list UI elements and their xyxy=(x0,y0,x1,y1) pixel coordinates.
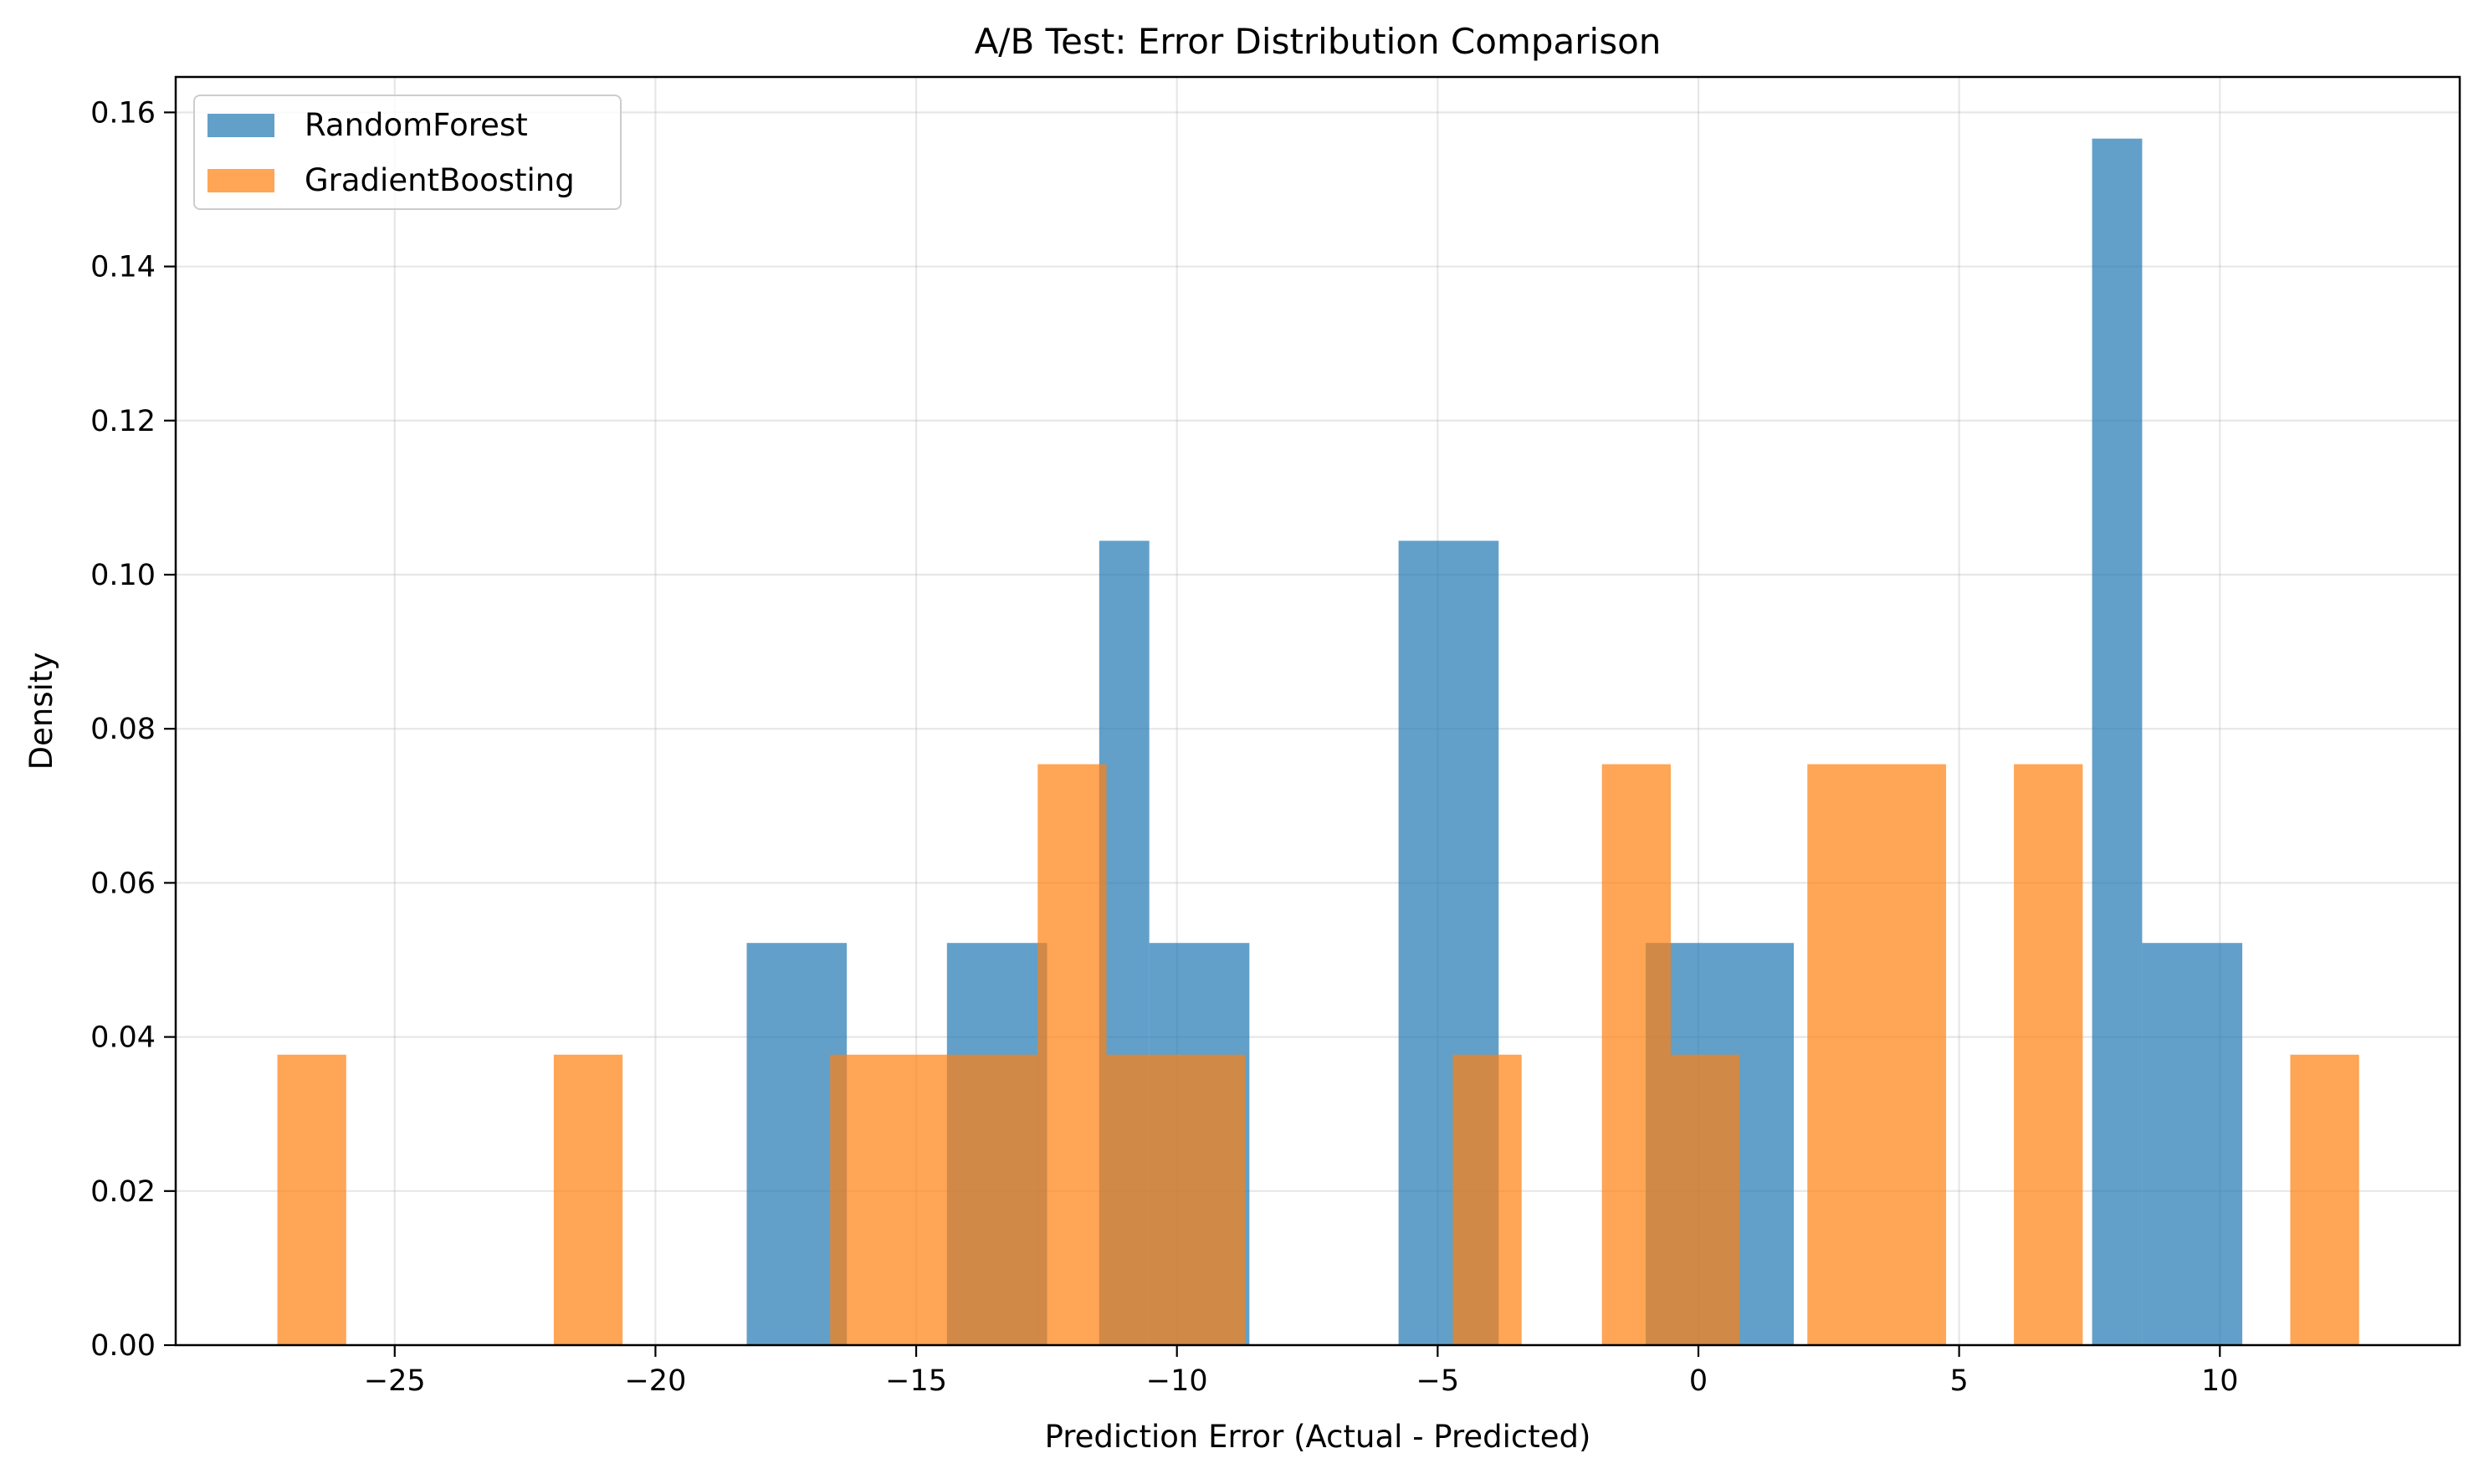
chart-title: A/B Test: Error Distribution Comparison xyxy=(975,21,1662,62)
histogram-bar xyxy=(1037,764,1107,1345)
legend-label: RandomForest xyxy=(305,107,528,143)
y-tick-label: 0.16 xyxy=(90,96,156,130)
x-tick-label: −15 xyxy=(885,1364,947,1398)
histogram-bar xyxy=(1601,764,1671,1345)
histogram-bar xyxy=(2092,138,2143,1346)
y-tick-label: 0.08 xyxy=(90,713,156,746)
y-tick-label: 0.00 xyxy=(90,1329,156,1363)
series-gradientboosting xyxy=(277,764,2359,1345)
legend-label: GradientBoosting xyxy=(305,162,575,198)
x-tick-label: 0 xyxy=(1689,1364,1708,1398)
histogram-bar xyxy=(830,1054,1038,1345)
histogram-bar xyxy=(1452,1054,1522,1345)
y-tick-label: 0.06 xyxy=(90,867,156,900)
legend: RandomForest GradientBoosting xyxy=(193,95,622,210)
y-tick-label: 0.12 xyxy=(90,405,156,438)
legend-box xyxy=(193,95,622,210)
y-tick-label: 0.14 xyxy=(90,251,156,284)
histogram-bar xyxy=(2290,1054,2359,1345)
histogram-bar xyxy=(1807,764,1947,1345)
x-tick-label: 10 xyxy=(2201,1364,2239,1398)
x-tick-label: −5 xyxy=(1416,1364,1460,1398)
y-tick-label: 0.04 xyxy=(90,1021,156,1055)
x-tick-label: −10 xyxy=(1146,1364,1208,1398)
histogram-bar xyxy=(1106,1054,1246,1345)
histogram-bar xyxy=(553,1054,623,1345)
histogram-bar xyxy=(2014,764,2083,1345)
histogram-bar xyxy=(277,1054,346,1345)
y-tick-label: 0.02 xyxy=(90,1175,156,1209)
y-axis-ticks: 0.00 0.02 0.04 0.06 0.08 0.10 0.12 0.14 0.16 xyxy=(90,96,176,1363)
x-tick-label: 5 xyxy=(1950,1364,1969,1398)
histogram-bar xyxy=(2142,943,2243,1345)
y-tick-label: 0.10 xyxy=(90,559,156,592)
axes-frame xyxy=(174,75,2461,1347)
x-axis-ticks: −25 −20 −15 −10 −5 0 5 10 xyxy=(364,1345,2239,1398)
legend-swatch xyxy=(207,114,274,137)
bars-group xyxy=(277,138,2359,1346)
x-tick-label: −25 xyxy=(364,1364,426,1398)
y-axis-label: Density xyxy=(23,652,59,770)
histogram-bar xyxy=(1670,1054,1740,1345)
legend-swatch xyxy=(207,169,274,192)
x-axis-label: Prediction Error (Actual - Predicted) xyxy=(1045,1419,1591,1455)
x-tick-label: −20 xyxy=(624,1364,686,1398)
